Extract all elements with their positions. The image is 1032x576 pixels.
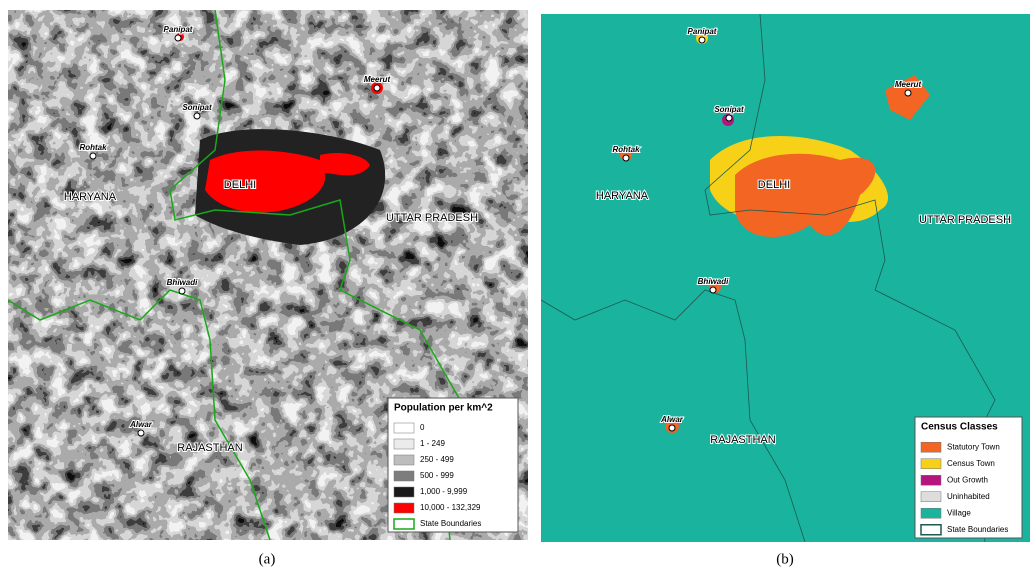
legend-item: 1 - 249 <box>420 439 445 448</box>
city-label: Panipat <box>164 25 193 34</box>
legend-swatch <box>394 439 414 449</box>
city-label: Sonipat <box>714 105 744 114</box>
city-label: Panipat <box>688 27 717 36</box>
region-label: UTTAR PRADESH <box>386 212 478 224</box>
city-label: Rohtak <box>612 145 640 154</box>
city-marker <box>905 90 911 96</box>
legend-swatch <box>921 475 941 485</box>
legend-item: State Boundaries <box>947 525 1008 534</box>
region-label: UTTAR PRADESH <box>919 214 1011 226</box>
region-label: DELHI <box>758 179 790 191</box>
city-marker <box>138 430 144 436</box>
city-label: Bhiwadi <box>167 278 198 287</box>
legend-item: Census Town <box>947 459 995 468</box>
legend-title: Census Classes <box>921 422 998 433</box>
legend-item: 1,000 - 9,999 <box>420 487 468 496</box>
city-label: Alwar <box>129 420 153 429</box>
region-label: HARYANA <box>64 191 117 203</box>
legend-swatch <box>394 455 414 465</box>
city-marker <box>194 113 200 119</box>
legend-swatch <box>394 471 414 481</box>
region-label: HARYANA <box>596 190 649 202</box>
region-label: RAJASTHAN <box>177 442 242 454</box>
legend-item: Village <box>947 508 971 517</box>
legend-swatch <box>921 508 941 518</box>
city-marker <box>710 287 716 293</box>
figure: Panipat Meerut Sonipat Rohtak Bhiwadi Alwar HA… <box>0 0 1032 576</box>
city-marker <box>699 37 705 43</box>
city-marker <box>175 35 181 41</box>
region-label: DELHI <box>224 179 256 191</box>
region-label: RAJASTHAN <box>710 434 775 446</box>
legend-item: 10,000 - 132,329 <box>420 503 481 512</box>
legend-swatch <box>921 492 941 502</box>
city-label: Sonipat <box>182 103 212 112</box>
caption: (a) <box>259 551 276 567</box>
legend-item: Out Growth <box>947 475 988 484</box>
legend-item: 500 - 999 <box>420 471 454 480</box>
legend-title: Population per km^2 <box>394 403 493 414</box>
legend-item: Statutory Town <box>947 442 1000 451</box>
city-label: Rohtak <box>79 143 107 152</box>
legend-swatch <box>394 503 414 513</box>
city-marker <box>179 288 185 294</box>
city-label: Meerut <box>895 80 922 89</box>
legend-item: State Boundaries <box>420 519 481 528</box>
legend-swatch <box>921 459 941 469</box>
city-label: Alwar <box>660 415 684 424</box>
legend-item: 0 <box>420 423 425 432</box>
city-marker <box>90 153 96 159</box>
city-marker <box>374 85 380 91</box>
legend-swatch <box>394 423 414 433</box>
caption: (b) <box>776 551 794 567</box>
city-label: Meerut <box>364 75 391 84</box>
city-marker <box>623 155 629 161</box>
city-label: Bhiwadi <box>698 277 729 286</box>
legend-swatch <box>921 442 941 452</box>
legend-item: 250 - 499 <box>420 455 454 464</box>
legend-swatch <box>394 487 414 497</box>
city-marker <box>726 115 732 121</box>
city-marker <box>669 425 675 431</box>
legend-item: Uninhabited <box>947 492 990 501</box>
